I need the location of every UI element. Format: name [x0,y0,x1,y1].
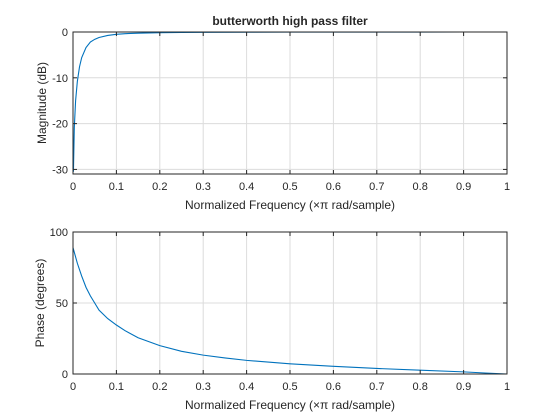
magnitude-plot: butterworth high pass filter 0 0.1 0.2 0.3 0… [35,14,510,212]
phase-x-tick-label: 0.9 [456,381,471,393]
phase-y-axis-label: Phase (degrees) [33,259,47,348]
magnitude-x-tick-label: 0.2 [152,181,167,193]
phase-x-tick-label: 1 [504,381,510,393]
phase-x-tick-label: 0.7 [369,381,384,393]
phase-y-tick-label: 50 [56,298,68,310]
magnitude-x-tick-label: 0.3 [196,181,211,193]
phase-plot: 0 0.1 0.2 0.3 0.4 0.5 0.6 0.7 0.8 0.9 1 0 50 100 Norm… [33,227,510,412]
phase-x-tick-label: 0.5 [282,381,297,393]
magnitude-y-tick-label: 0 [62,27,68,39]
magnitude-y-tick-label: -20 [52,119,68,131]
magnitude-y-tick-label: -30 [52,164,68,176]
magnitude-x-tick-label: 0.1 [109,181,124,193]
phase-x-tick-label: 0.2 [152,381,167,393]
magnitude-x-tick-label: 0.9 [456,181,471,193]
magnitude-x-tick-label: 0.7 [369,181,384,193]
phase-x-tick-label: 0.8 [413,381,428,393]
magnitude-x-tick-label: 0.4 [239,181,254,193]
phase-x-tick-label: 0.1 [109,381,124,393]
magnitude-x-tick-label: 0 [70,181,76,193]
phase-x-tick-label: 0.4 [239,381,254,393]
magnitude-x-tick-label: 0.8 [413,181,428,193]
phase-x-tick-label: 0 [70,381,76,393]
chart-title: butterworth high pass filter [212,14,368,28]
magnitude-x-tick-label: 1 [504,181,510,193]
phase-y-tick-label: 100 [50,227,68,239]
magnitude-x-axis-label: Normalized Frequency (×π rad/sample) [185,198,395,212]
magnitude-y-tick-label: -10 [52,73,68,85]
magnitude-x-tick-label: 0.6 [326,181,341,193]
phase-x-tick-label: 0.3 [196,381,211,393]
magnitude-y-axis-label: Magnitude (dB) [35,62,49,144]
phase-x-tick-label: 0.6 [326,381,341,393]
phase-response-line [72,247,508,375]
phase-y-tick-label: 0 [62,369,68,381]
magnitude-x-tick-label: 0.5 [282,181,297,193]
phase-x-axis-label: Normalized Frequency (×π rad/sample) [185,398,395,412]
